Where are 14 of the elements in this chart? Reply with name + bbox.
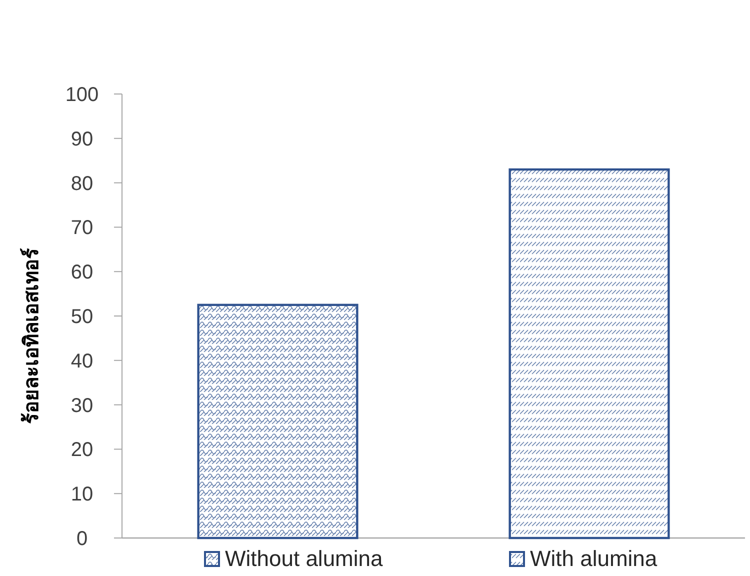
legend-label: With alumina	[530, 546, 658, 571]
y-tick-label: 20	[70, 439, 94, 462]
y-tick-label: 10	[70, 484, 94, 506]
y-tick-label: 60	[70, 262, 94, 284]
y-tick-label: 70	[70, 217, 94, 240]
y-tick-label: 90	[70, 128, 94, 150]
y-tick-label: 0	[76, 528, 88, 550]
y-tick-label: 80	[70, 172, 94, 195]
y-tick-label: 40	[70, 350, 94, 372]
y-tick-label: 50	[70, 306, 94, 328]
legend-label: Without alumina	[225, 546, 384, 571]
y-tick-label: 100	[65, 84, 99, 106]
y-tick-label: 30	[70, 394, 94, 417]
y-axis-title: ร้อยละเอทิลเอสเทอร์	[20, 248, 43, 424]
